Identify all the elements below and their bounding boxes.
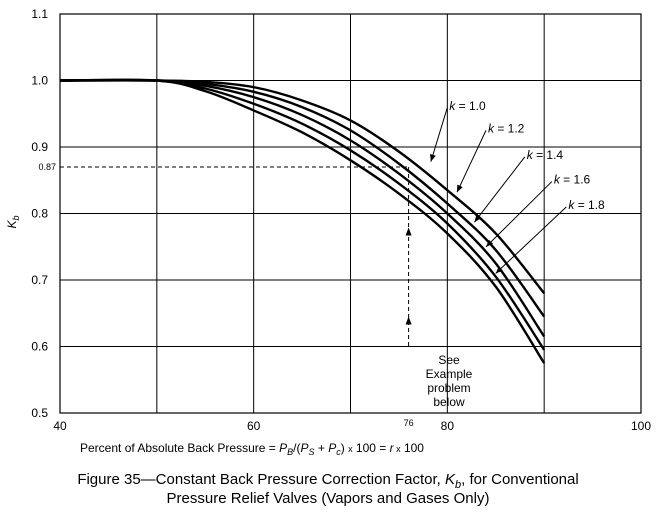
x-tick-label: 100 bbox=[631, 419, 651, 433]
example-arrowhead bbox=[405, 227, 412, 236]
series-label-5: k = 1.8 bbox=[568, 198, 605, 212]
series-leader-line-3 bbox=[474, 156, 526, 223]
example-x-marker-label: 76 bbox=[404, 418, 414, 428]
example-y-marker-label: 0.87 bbox=[38, 162, 56, 172]
series-line-4 bbox=[59, 78, 546, 351]
series-leader-arrowhead-1 bbox=[430, 154, 436, 162]
y-tick-label: 0.9 bbox=[31, 140, 48, 154]
series-line-5 bbox=[59, 78, 546, 364]
example-note-line: below bbox=[433, 395, 465, 409]
series-leader-line-1 bbox=[430, 107, 448, 162]
x-tick-label: 80 bbox=[441, 419, 455, 433]
y-tick-label: 0.5 bbox=[31, 406, 48, 420]
y-tick-label: 1.1 bbox=[31, 7, 48, 21]
chart-grid bbox=[60, 14, 641, 413]
figure-caption-line-1: Figure 35—Constant Back Pressure Correct… bbox=[77, 471, 579, 491]
y-tick-label: 0.7 bbox=[31, 273, 48, 287]
x-axis-label: Percent of Absolute Back Pressure = PB/(… bbox=[80, 441, 424, 457]
y-tick-label: 0.6 bbox=[31, 340, 48, 354]
plot-frame bbox=[59, 13, 642, 414]
series-leader-arrowhead-4 bbox=[486, 239, 494, 247]
series-line-3 bbox=[59, 78, 546, 338]
plot-border bbox=[59, 13, 642, 414]
series-leader-arrowhead-5 bbox=[495, 266, 503, 274]
y-axis-label: Kb bbox=[5, 215, 21, 228]
series-callouts: k = 1.0k = 1.2k = 1.4 k = 1.6 k = 1.8 bbox=[430, 99, 605, 274]
series-leader-line-4 bbox=[485, 181, 553, 248]
data-series-group bbox=[59, 78, 546, 364]
tick-labels: 40 60 80 100 0.5 0.6 0.7 0.8 0.9 1.0 1.1 bbox=[31, 7, 651, 433]
series-leader-arrowhead-2 bbox=[457, 184, 463, 193]
series-label-1: k = 1.0 bbox=[449, 99, 486, 113]
example-note-line: Example bbox=[426, 367, 473, 381]
y-tick-label: 1.0 bbox=[31, 74, 48, 88]
x-tick-label: 40 bbox=[53, 419, 67, 433]
series-leader-line-5 bbox=[495, 206, 567, 274]
y-tick-label: 0.8 bbox=[31, 207, 48, 221]
example-arrowhead bbox=[405, 316, 412, 325]
figure-caption-line-2: Pressure Relief Valves (Vapors and Gases… bbox=[166, 490, 490, 507]
series-leader-arrowhead-3 bbox=[474, 214, 482, 223]
series-label-3: k = 1.4 bbox=[527, 148, 564, 162]
example-note-line: problem bbox=[427, 381, 470, 395]
series-label-4: k = 1.6 bbox=[554, 173, 591, 187]
x-tick-label: 60 bbox=[247, 419, 261, 433]
series-label-2: k = 1.2 bbox=[488, 121, 525, 135]
example-note-line: See bbox=[438, 353, 460, 367]
series-leader-line-2 bbox=[456, 130, 487, 193]
